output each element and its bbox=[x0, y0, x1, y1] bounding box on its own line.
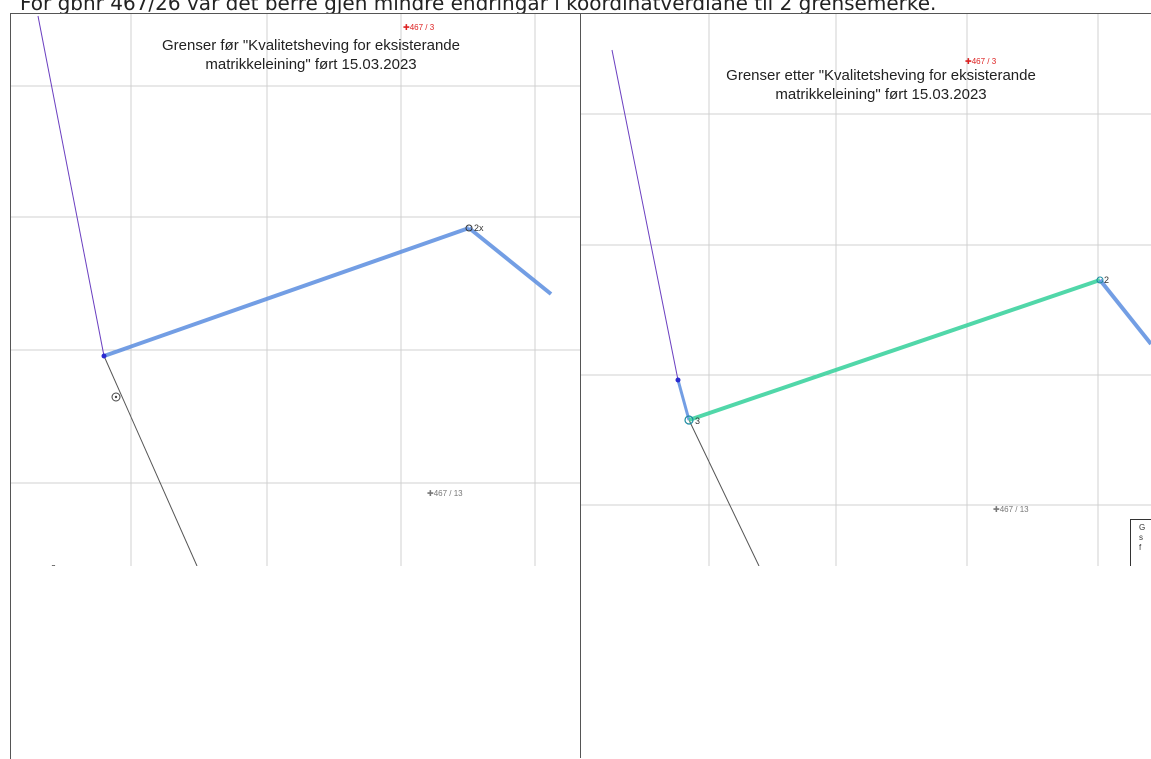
boundary-point bbox=[101, 353, 107, 359]
map-title-line1: Grenser før "Kvalitetsheving for eksiste… bbox=[162, 37, 460, 54]
boundary-line-blue-main bbox=[103, 226, 470, 358]
survey-marker-icon bbox=[684, 415, 694, 425]
grid-lines bbox=[11, 14, 580, 566]
map-title: Grenser før "Kvalitetsheving for eksiste… bbox=[106, 36, 516, 74]
parcel-label-bottom: ✚467 / 13 bbox=[993, 505, 1029, 514]
boundary-marker bbox=[465, 224, 473, 232]
map-after[interactable]: 2 3 ✚467 / 3 ✚467 / 13 Grenser etter "Kv… bbox=[581, 14, 1151, 566]
header-text: For gbnr 467/26 var det berre gjen mindr… bbox=[20, 0, 937, 15]
point-label: 2 bbox=[1104, 275, 1109, 285]
corner-label: a bbox=[51, 562, 56, 566]
boundary-marker bbox=[1096, 276, 1104, 284]
parcel-label-bottom: ✚467 / 13 bbox=[427, 489, 463, 498]
point-label: 2x bbox=[474, 223, 484, 233]
boundary-line-grey bbox=[688, 419, 760, 566]
column-divider bbox=[580, 13, 581, 758]
legend-line: s bbox=[1139, 533, 1143, 542]
map-after-canvas: 2 3 ✚467 / 3 ✚467 / 13 bbox=[581, 14, 1151, 566]
boundary-point bbox=[675, 377, 681, 383]
boundary-line-blue-right bbox=[1098, 278, 1151, 346]
parcel-label-top: ✚467 / 3 bbox=[965, 57, 997, 66]
map-title: Grenser etter "Kvalitetsheving for eksis… bbox=[671, 66, 1091, 104]
parcel-label-top: ✚467 / 3 bbox=[403, 23, 435, 32]
grid-lines bbox=[581, 14, 1151, 566]
legend-line: f bbox=[1139, 543, 1142, 552]
map-title-line1: Grenser etter "Kvalitetsheving for eksis… bbox=[726, 67, 1036, 84]
map-title-line2: matrikkeleining" ført 15.03.2023 bbox=[775, 86, 987, 103]
boundary-line-blue-right bbox=[467, 226, 553, 296]
boundary-line-purple bbox=[37, 15, 105, 357]
map-before[interactable]: 2x ✚467 / 3 ✚467 / 13 a Grenser før "Kva… bbox=[11, 14, 580, 566]
map-before-canvas: 2x ✚467 / 3 ✚467 / 13 a bbox=[11, 14, 580, 566]
boundary-line-green bbox=[688, 278, 1101, 422]
boundary-line-grey bbox=[103, 355, 198, 566]
legend-box: G s f bbox=[1130, 519, 1151, 566]
boundary-line-purple bbox=[611, 49, 679, 381]
map-title-line2: matrikkeleining" ført 15.03.2023 bbox=[205, 56, 417, 73]
legend-line: G bbox=[1139, 523, 1146, 532]
point-label-low: 3 bbox=[695, 416, 700, 426]
survey-marker-icon bbox=[111, 392, 121, 402]
boundary-line-blue-short bbox=[676, 379, 691, 421]
